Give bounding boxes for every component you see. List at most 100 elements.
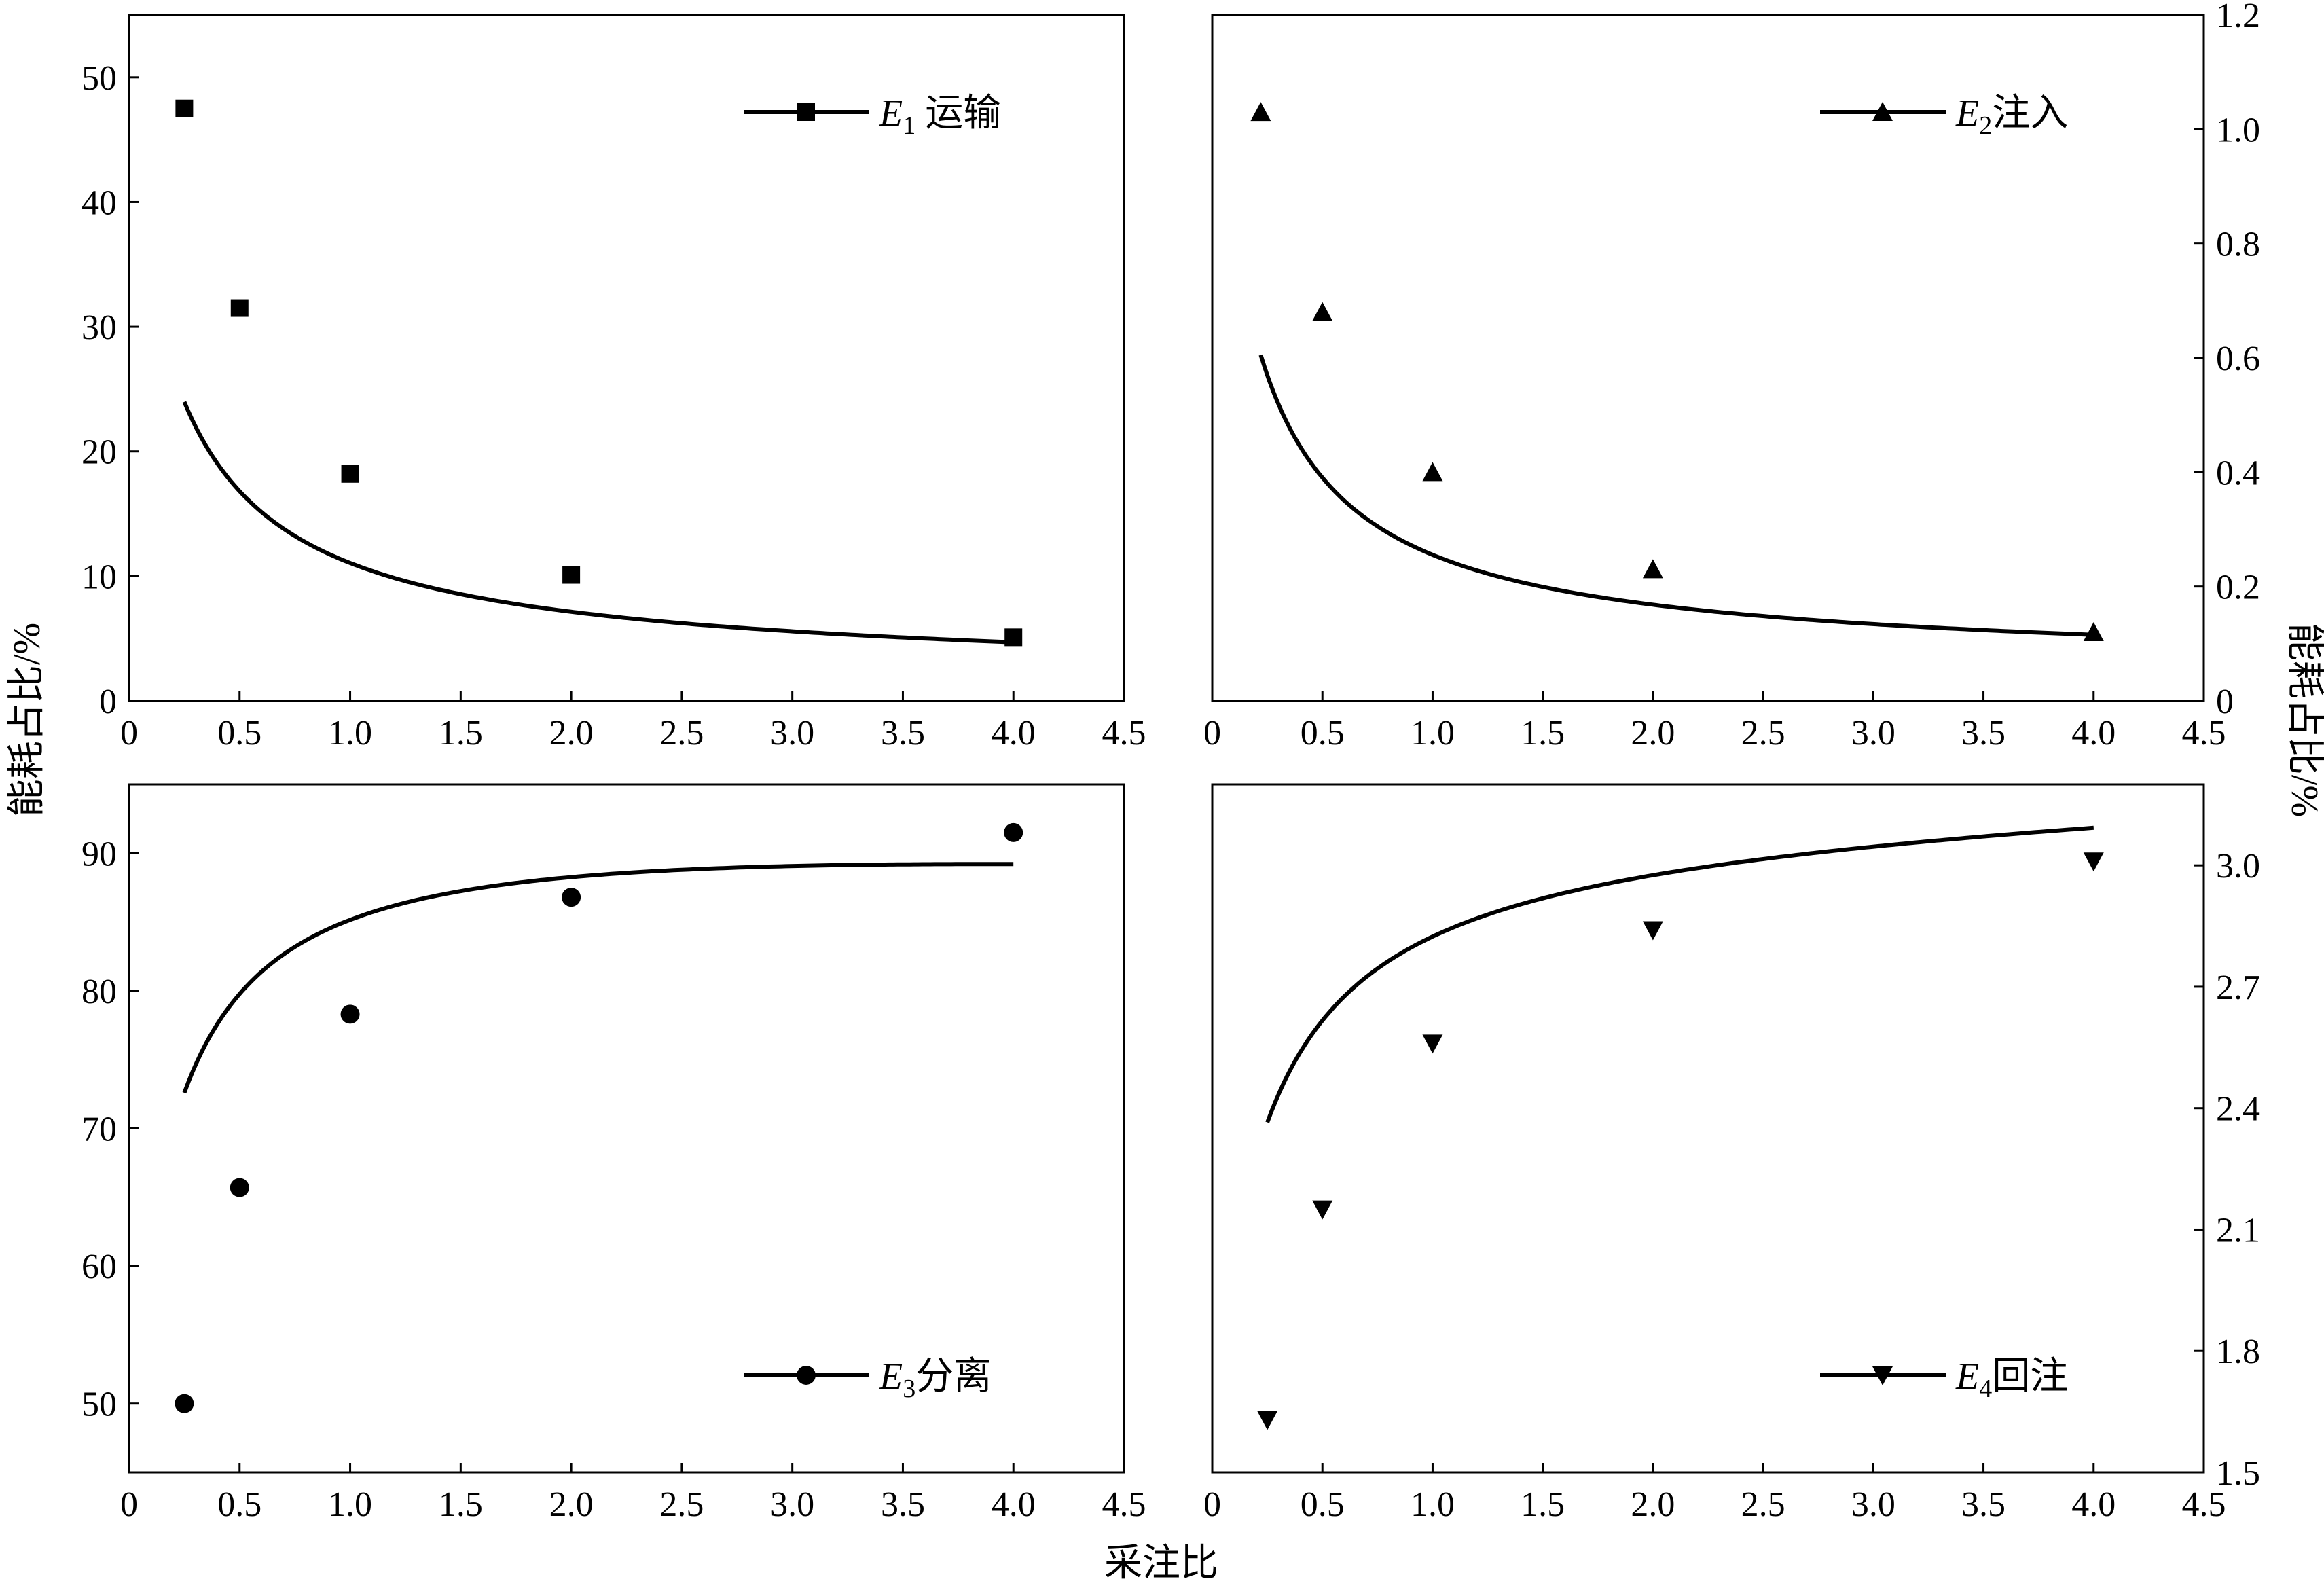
- panels: 0 0.5 1.0 1.5 2.0 2.5 3.0 3.5 4.0 4.501020304050E…: [81, 0, 2260, 1524]
- fit-curve: [1265, 825, 2094, 1123]
- x-tick-label: 3.5: [1961, 714, 2005, 752]
- x-tick-label: 1.5: [439, 1485, 483, 1524]
- data-point: [1642, 559, 1663, 579]
- data-point: [2083, 852, 2104, 872]
- legend-marker: [797, 1366, 816, 1385]
- x-tick-label: 2.5: [659, 714, 704, 752]
- fit-curve: [182, 401, 1014, 645]
- data-point: [562, 566, 581, 584]
- legend-label: E2注入: [1955, 92, 2068, 140]
- x-tick-label: 3.0: [1851, 714, 1895, 752]
- x-tick-label: 3.5: [881, 714, 925, 752]
- data-point: [1312, 1200, 1333, 1220]
- x-tick-label: 0: [120, 1485, 138, 1524]
- legend: E4回注: [1820, 1356, 2068, 1403]
- data-point: [340, 1004, 360, 1024]
- x-tick-label: 0: [120, 714, 138, 752]
- data-point: [230, 299, 249, 317]
- data-point: [341, 465, 359, 483]
- y-tick-label: 70: [81, 1110, 117, 1149]
- x-tick-label: 4.5: [1102, 1485, 1146, 1524]
- data-point: [175, 1394, 194, 1413]
- data-point: [1250, 102, 1271, 122]
- y-tick-label: 0.6: [2216, 340, 2260, 378]
- x-tick-label: 3.0: [770, 1485, 814, 1524]
- x-tick-label: 4.5: [2182, 1485, 2226, 1524]
- legend: E1 运输: [744, 92, 1001, 140]
- y-tick-label: 0.4: [2216, 454, 2260, 492]
- data-point: [1422, 1034, 1443, 1054]
- data-point: [1004, 628, 1023, 647]
- y-tick-label: 50: [81, 1385, 117, 1424]
- y-tick-label: 40: [81, 183, 117, 222]
- legend-marker: [797, 103, 815, 121]
- chart-panel-2: 0 0.5 1.0 1.5 2.0 2.5 3.0 3.5 4.0 4.500.20.40.60.…: [1203, 0, 2260, 752]
- x-axis-label: 采注比: [1104, 1542, 1218, 1579]
- y-tick-label: 50: [81, 59, 117, 98]
- x-tick-label: 0.5: [1301, 1485, 1345, 1524]
- plot-frame: [128, 14, 1125, 702]
- x-tick-label: 1.0: [1411, 1485, 1455, 1524]
- x-tick-label: 1.0: [1411, 714, 1455, 752]
- y-tick-label: 0.8: [2216, 225, 2260, 264]
- y-tick-label: 0: [2216, 683, 2234, 721]
- legend-marker: [1872, 1366, 1893, 1385]
- x-tick-label: 1.5: [1521, 1485, 1565, 1524]
- x-tick-label: 4.0: [992, 1485, 1036, 1524]
- x-tick-label: 2.0: [1631, 1485, 1675, 1524]
- y-tick-label: 0: [99, 683, 117, 721]
- x-tick-label: 3.0: [770, 714, 814, 752]
- x-tick-label: 4.0: [2071, 714, 2116, 752]
- legend-label: E3分离: [879, 1356, 992, 1403]
- data-point: [230, 1178, 249, 1197]
- chart-panel-4: 0 0.5 1.0 1.5 2.0 2.5 3.0 3.5 4.0 4.51.51.82.12.4…: [1203, 783, 2260, 1524]
- x-tick-label: 0: [1203, 1485, 1221, 1524]
- x-tick-label: 0: [1203, 714, 1221, 752]
- x-tick-label: 4.5: [2182, 714, 2226, 752]
- y-tick-label: 1.0: [2216, 111, 2260, 149]
- data-point: [1422, 462, 1443, 482]
- x-tick-label: 3.5: [1961, 1485, 2005, 1524]
- x-tick-label: 2.0: [1631, 714, 1675, 752]
- y-tick-label: 10: [81, 558, 117, 596]
- x-tick-label: 2.5: [1741, 714, 1785, 752]
- x-tick-label: 3.5: [881, 1485, 925, 1524]
- x-tick-label: 1.0: [328, 1485, 372, 1524]
- y-tick-label: 60: [81, 1248, 117, 1286]
- y-tick-label: 1.5: [2216, 1454, 2260, 1493]
- data-point: [1642, 921, 1663, 941]
- x-tick-label: 0.5: [1301, 714, 1345, 752]
- chart-panel-3: 0 0.5 1.0 1.5 2.0 2.5 3.0 3.5 4.0 4.5 50 60 70 80 90 E3…: [81, 783, 1146, 1524]
- data-point: [2083, 622, 2104, 641]
- x-tick-label: 0.5: [217, 714, 261, 752]
- y-tick-label: 1.2: [2216, 0, 2260, 35]
- plot-frame: [1211, 783, 2205, 1474]
- x-tick-label: 2.0: [549, 714, 594, 752]
- data-point: [1257, 1411, 1278, 1430]
- chart-panel-1: 0 0.5 1.0 1.5 2.0 2.5 3.0 3.5 4.0 4.5 0 10 20 30 40 50 E…: [81, 14, 1146, 752]
- x-tick-label: 2.0: [549, 1485, 594, 1524]
- y-tick-label: 2.7: [2216, 968, 2260, 1007]
- x-tick-label: 1.5: [439, 714, 483, 752]
- x-tick-label: 4.0: [2071, 1485, 2116, 1524]
- y-tick-label: 20: [81, 433, 117, 472]
- y-tick-label: 0.2: [2216, 568, 2260, 607]
- x-tick-label: 0.5: [217, 1485, 261, 1524]
- x-tick-label: 3.0: [1851, 1485, 1895, 1524]
- legend-label: E4回注: [1955, 1356, 2068, 1403]
- data-point: [1312, 302, 1333, 321]
- y-axis-label-left: 能耗占比/%: [6, 623, 48, 817]
- legend-label: E1 运输: [879, 92, 1001, 140]
- data-point: [1004, 822, 1023, 842]
- x-tick-label: 4.5: [1102, 714, 1146, 752]
- y-tick-label: 3.0: [2216, 847, 2260, 886]
- x-tick-label: 1.5: [1521, 714, 1565, 752]
- y-tick-label: 1.8: [2216, 1332, 2260, 1371]
- legend-marker: [1872, 102, 1893, 121]
- data-point: [562, 888, 581, 907]
- y-tick-label: 30: [81, 308, 117, 347]
- x-tick-label: 2.5: [659, 1485, 704, 1524]
- x-tick-label: 2.5: [1741, 1485, 1785, 1524]
- y-axis-label-right: 能耗占比/%: [2283, 623, 2324, 817]
